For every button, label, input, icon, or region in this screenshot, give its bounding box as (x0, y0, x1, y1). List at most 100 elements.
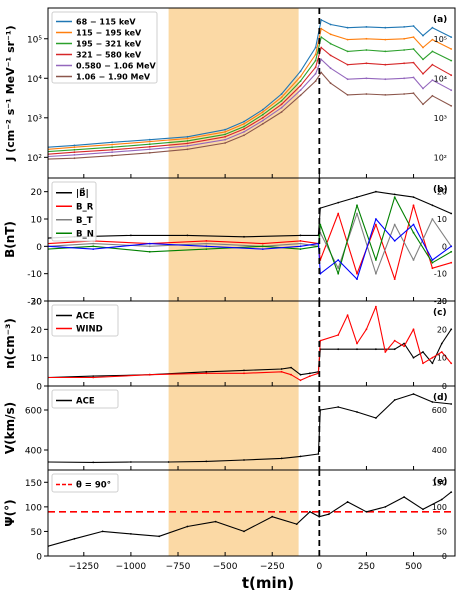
data-point (111, 154, 113, 157)
data-point (73, 148, 76, 151)
data-point (450, 105, 453, 107)
panel-1: 10² 10² 10³ 10³ 10⁴ 10⁴ 10⁵ 10⁵ (a) J (cm⁻² s⁻¹ M… (4, 7, 456, 179)
data-point (73, 537, 76, 540)
data-point (384, 50, 387, 53)
data-point (130, 234, 132, 237)
data-point (327, 513, 330, 516)
panel-label: (a) (433, 15, 447, 25)
data-point (393, 223, 396, 226)
data-point (205, 460, 208, 463)
data-point (92, 245, 95, 248)
data-point (422, 34, 424, 37)
y-tick-label: 20 (31, 326, 43, 336)
y-tick-label: 10 (31, 354, 43, 364)
data-point (403, 345, 405, 348)
data-point (365, 77, 368, 80)
data-point (375, 190, 377, 193)
data-point (375, 417, 377, 419)
data-point (450, 36, 453, 38)
data-point (73, 146, 76, 149)
data-point (111, 151, 113, 154)
data-point (356, 212, 358, 215)
data-point (329, 82, 332, 85)
data-point (431, 94, 434, 97)
legend: θ = 90° (51, 473, 119, 493)
data-point (299, 75, 302, 78)
data-point (450, 212, 453, 215)
legend-entry: |B⃗| (76, 187, 89, 199)
data-point (450, 74, 453, 77)
legend: ACE (51, 389, 119, 409)
y-tick-label-inner: 100 (432, 503, 447, 512)
data-point (431, 79, 434, 81)
data-point (186, 135, 189, 138)
legend-entry: 115 − 195 keV (76, 29, 142, 38)
data-point (412, 328, 415, 331)
data-point (431, 261, 434, 264)
data-point (261, 119, 264, 122)
data-point (320, 27, 323, 30)
data-point (148, 143, 151, 146)
data-point (309, 375, 311, 377)
data-point (243, 125, 245, 128)
data-point (111, 141, 113, 144)
data-point (422, 362, 424, 365)
data-point (299, 242, 302, 245)
data-point (346, 26, 349, 29)
data-point (337, 201, 340, 204)
data-point (314, 53, 317, 56)
y-tick-label: -20 (27, 298, 42, 308)
legend-entry: B_N (76, 229, 94, 239)
legend: 68 − 115 keV 115 − 195 keV 195 − 321 keV 32… (51, 11, 158, 84)
data-point (319, 223, 322, 226)
data-point (450, 328, 453, 331)
data-point (412, 356, 415, 359)
shaded-interval (168, 8, 299, 178)
data-point (318, 515, 321, 518)
data-point (431, 362, 434, 365)
data-point (299, 94, 302, 97)
data-point (440, 351, 443, 353)
data-point (329, 23, 332, 26)
y-tick-label-inner: 30 (437, 297, 447, 306)
legend-box (51, 181, 97, 242)
data-point (384, 78, 387, 81)
y-axis-label: Ψ(°) (3, 499, 17, 526)
data-point (299, 234, 302, 237)
data-point (158, 535, 161, 538)
data-point (280, 103, 283, 106)
y-tick-label: 10 (31, 216, 43, 226)
data-point (440, 498, 443, 501)
data-point (73, 144, 76, 147)
y-tick-label: 10³ (27, 114, 42, 124)
data-point (243, 530, 245, 533)
data-point (299, 379, 302, 382)
data-point (314, 80, 317, 82)
data-point (384, 38, 387, 41)
data-point (299, 70, 302, 73)
data-point (205, 240, 208, 242)
data-point (346, 501, 349, 503)
data-point (320, 36, 323, 38)
data-point (290, 373, 292, 376)
y-tick-label: 20 (31, 188, 43, 198)
data-point (101, 530, 104, 533)
y-tick-label-inner: 10 (437, 354, 447, 363)
data-point (337, 259, 340, 261)
data-point (280, 111, 283, 113)
data-point (186, 137, 189, 140)
y-tick-label-inner: 10 (437, 215, 447, 224)
data-point (243, 369, 245, 372)
x-tick-label: −250 (260, 562, 285, 572)
data-point (431, 267, 434, 270)
data-point (431, 63, 434, 66)
data-point (356, 204, 358, 207)
data-point (375, 272, 377, 275)
data-point (450, 59, 453, 62)
y-axis-label: B(nT) (3, 221, 17, 258)
data-point (431, 38, 434, 41)
data-point (422, 87, 424, 90)
data-point (186, 525, 189, 528)
panel-label: (e) (433, 477, 447, 487)
y-axis-label: n(cm⁻³) (3, 318, 17, 369)
